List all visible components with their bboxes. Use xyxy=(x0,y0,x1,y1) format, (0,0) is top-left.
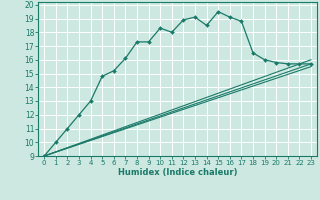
X-axis label: Humidex (Indice chaleur): Humidex (Indice chaleur) xyxy=(118,168,237,177)
